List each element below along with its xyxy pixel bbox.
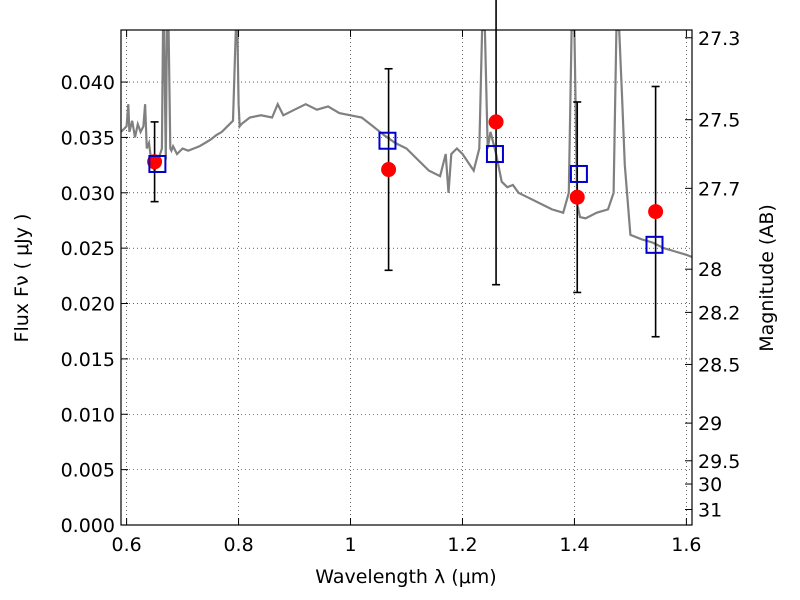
right-tick-label: 29.5 <box>698 451 740 473</box>
x-tick-label: 1 <box>344 534 356 556</box>
model-point <box>378 131 397 150</box>
y-tick-label: 0.035 <box>61 127 115 149</box>
observed-point <box>381 162 397 178</box>
x-axis-title: Wavelength λ (μm) <box>315 566 496 588</box>
axes: 0.6 0.8 1 1.2 1.4 1.6 0.000 0.005 0.010 0.015 0.02… <box>61 28 741 556</box>
right-tick-label: 30 <box>698 474 722 496</box>
observed-point <box>147 154 163 170</box>
observed-point <box>488 114 504 130</box>
right-tick-label: 27.7 <box>698 178 740 200</box>
observed-point <box>648 204 664 220</box>
plot-frame <box>120 29 693 526</box>
model-point <box>485 145 504 164</box>
right-tick-label: 29 <box>698 413 722 435</box>
right-y-axis-title: Magnitude (AB) <box>756 204 778 352</box>
y-tick-label: 0.005 <box>61 460 115 482</box>
right-tick-label: 28.2 <box>698 302 740 324</box>
x-tick-label: 1.4 <box>559 534 589 556</box>
spectrum-line <box>121 30 692 259</box>
y-tick-label: 0.000 <box>61 515 115 537</box>
observed-point <box>569 189 585 205</box>
x-tick-label: 0.8 <box>223 534 253 556</box>
model-point <box>148 154 167 173</box>
y-axis-title: Flux Fν ( μJy ) <box>11 214 33 343</box>
y-tick-label: 0.025 <box>61 238 115 260</box>
plot-area <box>121 0 692 338</box>
right-tick-label: 28 <box>698 259 722 281</box>
model-point <box>569 164 588 183</box>
right-tick-label: 27.3 <box>698 28 740 50</box>
y-tick-label: 0.020 <box>61 294 115 316</box>
y-tick-label: 0.030 <box>61 183 115 205</box>
grid <box>121 30 692 526</box>
model-point <box>645 235 664 254</box>
x-tick-label: 0.6 <box>111 534 141 556</box>
right-tick-label: 31 <box>698 499 722 521</box>
y-tick-label: 0.015 <box>61 349 115 371</box>
x-tick-label: 1.6 <box>671 534 701 556</box>
x-tick-label: 1.2 <box>447 534 477 556</box>
right-tick-label: 27.5 <box>698 110 740 132</box>
y-tick-label: 0.010 <box>61 404 115 426</box>
y-tick-label: 0.040 <box>61 72 115 94</box>
right-tick-label: 28.5 <box>698 354 740 376</box>
